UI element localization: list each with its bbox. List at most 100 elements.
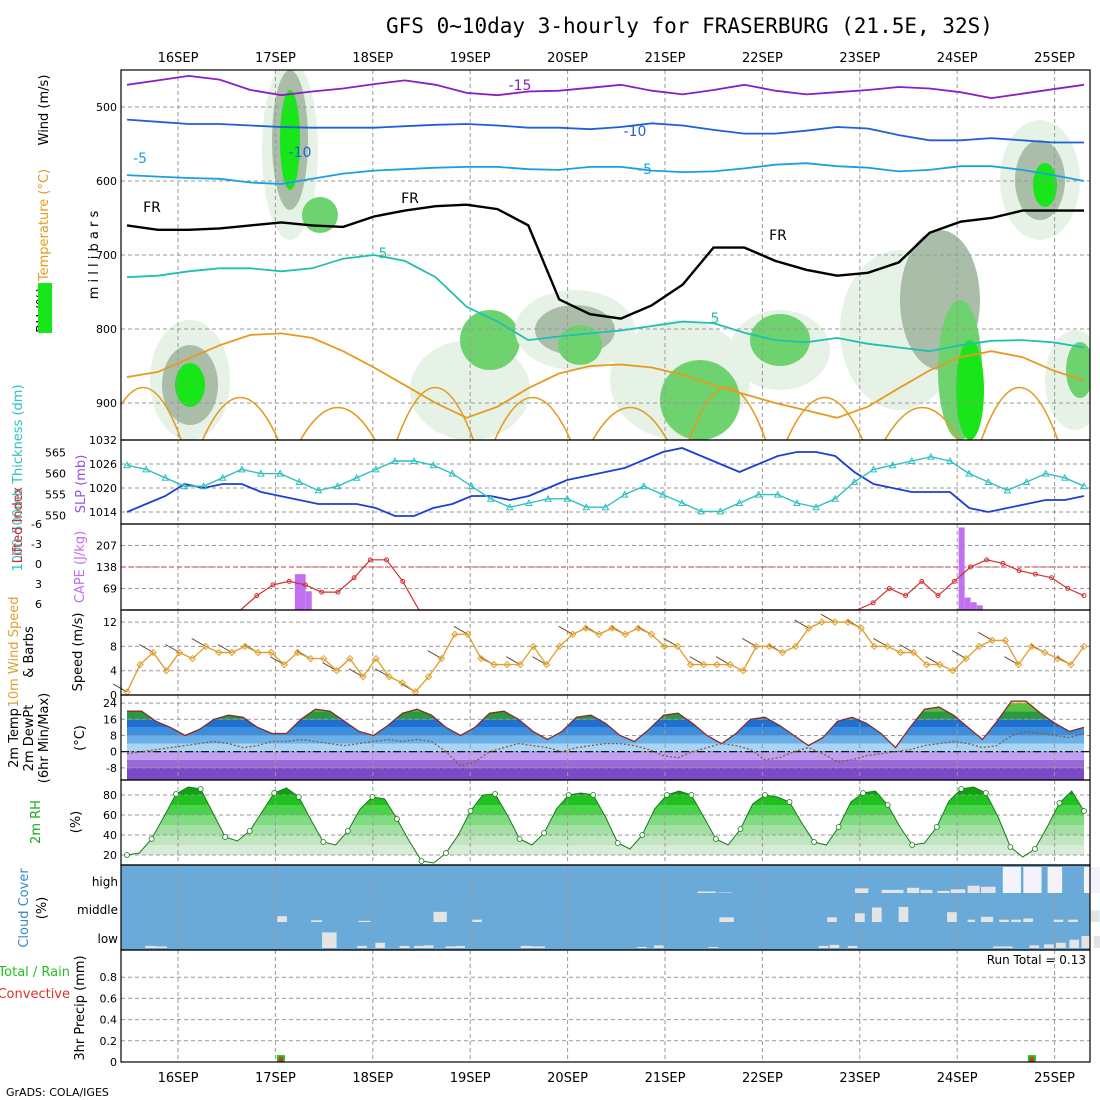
thickness-point [123,461,131,469]
thickness-point [237,465,246,473]
panel-label-line: (%) [69,811,84,834]
cloud-bar-low [818,945,829,948]
wind-tick: 4 [110,665,117,678]
temp-contour-3 [126,203,1084,320]
credit-label: GrADS: COLA/IGES [6,1086,109,1099]
precip-panel: Run Total = 0.13 0 0.2 0.4 0.6 0.8 3hr Precip … [0,949,1091,1069]
rh-point [541,830,548,836]
thickness-point [697,507,706,515]
thickness-tick: 560 [45,468,66,481]
rh-band [127,825,1084,835]
warm-contour [688,386,767,440]
wind-speed-point [254,648,262,657]
panel-label-line: Lifted Index [11,486,26,563]
rh-point [148,836,155,842]
cape-bar [299,574,306,610]
cloud-bar-middle [871,907,882,922]
cloud-bar-high [907,887,920,893]
rh-tick: 80 [103,789,117,802]
rh-point [713,836,719,842]
cloud-bar-low [156,946,168,948]
run-total-label: Run Total = 0.13 [987,953,1086,967]
thickness-point [620,490,629,498]
temp-contour-5 [126,332,1085,419]
cloud-bar-middle [433,911,447,922]
wind-speed-point [582,624,590,632]
panel-label: 3hr Precip (mm) [73,955,88,1060]
temp-band [127,743,1084,752]
cape-bar [958,527,965,610]
temp-band [127,735,1084,744]
wind-speed-point [857,624,865,632]
panel-slp [121,440,1090,524]
panel-label-line: 1000-500mb Thickness (dm) [11,384,26,571]
rh-point [173,791,179,797]
top-date-label: 18SEP [352,51,393,66]
panel-background [121,950,1090,1062]
wind-speed-point [1014,660,1023,669]
thickness-point [391,456,399,464]
rh-shading [1033,163,1057,207]
cloud-bar-low [399,945,410,948]
warm-contour [299,406,376,440]
cloud-bar-middle [358,920,371,922]
rh-point [394,816,400,822]
li-point [351,575,357,581]
cloud-bar-low [1002,946,1013,948]
wind-speed-point [791,642,800,651]
wind-speed-point [922,660,931,669]
cloud-bar-middle [1068,919,1078,922]
li-point [367,557,373,563]
panel-label: Wind (m/s) [37,75,52,146]
top-date-label: 19SEP [450,51,491,66]
wind-speed-point [241,642,249,651]
cloud-bar-middle [855,913,865,922]
panel-frame [120,949,1091,1063]
li-point [1032,571,1038,577]
rh-point [737,826,744,832]
panel-label: m i l l i b a r s [87,211,102,300]
rh-shading [1066,342,1090,398]
contour-label: -5 [133,151,147,167]
rh-legend-swatch [38,283,52,333]
thickness-point [869,465,878,473]
wind-speed-point [451,630,459,638]
panel-label: CAPE (J/kg) [73,531,88,603]
cloud-bar-low [708,946,719,948]
thickness-point [831,494,840,502]
panel-label-line: (%) [35,897,50,920]
rh-point [663,792,670,798]
thickness-point [218,473,227,481]
precip-legend-total: Total / Rain [0,965,70,980]
wind-speed-point [201,642,210,651]
wind-speed-point [778,648,787,657]
panel-label-line: 2m RH [29,800,44,844]
li-point [286,578,292,584]
wind-speed-point [306,654,315,663]
wind-speed-point [136,660,144,669]
wind-speed-point [464,630,472,638]
rh-point [884,802,891,808]
slp-line [126,447,1085,517]
thickness-point [754,490,763,498]
thickness-point [295,477,304,485]
thickness-point [946,456,954,464]
warm-contour [396,386,475,440]
bottom-date-label: 18SEP [352,1071,393,1086]
rh-point [958,786,965,792]
warm-contour [884,406,961,440]
top-date-label: 20SEP [547,51,588,66]
thickness-point [1003,486,1012,494]
temp-contour-4 [126,254,1085,353]
wind-speed-point [385,673,393,681]
li-point [935,593,941,599]
panel-label-line: (°C) [73,725,88,751]
panel-label: Speed (m/s) [71,613,86,692]
cloud-bar-high [920,889,933,893]
wind-speed-point [477,654,485,663]
wind-speed-point [424,673,433,681]
wind-speed-point [608,624,616,632]
wind-speed-point [280,660,289,669]
top-date-label: 16SEP [158,51,199,66]
rh-shading [558,325,602,365]
